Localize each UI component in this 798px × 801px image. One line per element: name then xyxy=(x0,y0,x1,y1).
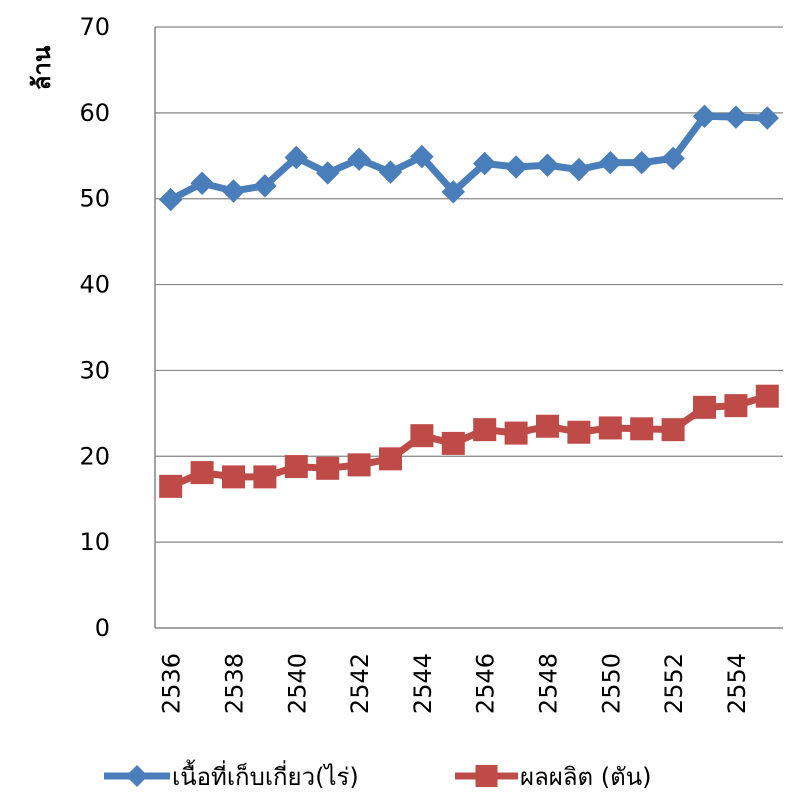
y-tick-label: 20 xyxy=(79,442,110,470)
y-tick-label: 50 xyxy=(79,185,110,213)
data-point-marker xyxy=(472,151,497,176)
gridlines xyxy=(155,26,783,543)
data-point-marker xyxy=(410,144,434,169)
data-point-marker xyxy=(567,157,591,182)
data-point-marker xyxy=(221,179,246,203)
data-point-marker xyxy=(536,414,559,438)
data-point-marker xyxy=(724,105,748,129)
data-point-marker xyxy=(315,161,340,185)
x-tick-label: 2550 xyxy=(597,653,625,714)
data-point-marker xyxy=(504,155,528,179)
y-axis-ticks: 0 10 20 30 40 50 60 70 xyxy=(79,13,110,642)
data-point-marker xyxy=(190,461,214,485)
y-tick-label: 10 xyxy=(79,528,110,556)
x-tick-label: 2536 xyxy=(158,653,186,714)
data-point-marker xyxy=(441,180,466,204)
data-point-marker xyxy=(378,160,403,184)
y-axis-title: ล้าน xyxy=(28,45,56,90)
x-axis-ticks: 2536 2538 2540 2542 2544 2546 2548 2550 2552 2554 xyxy=(158,653,751,714)
data-point-marker xyxy=(190,171,214,195)
data-point-marker xyxy=(379,447,402,471)
data-point-marker xyxy=(158,187,183,212)
x-tick-label: 2546 xyxy=(472,653,500,714)
data-point-marker xyxy=(159,474,183,498)
data-point-marker xyxy=(347,453,371,477)
x-tick-label: 2554 xyxy=(723,653,751,714)
legend-marker xyxy=(475,765,498,787)
data-point-marker xyxy=(661,418,685,442)
x-tick-label: 2544 xyxy=(409,653,437,714)
data-point-marker xyxy=(410,424,434,448)
x-tick-label: 2540 xyxy=(283,653,311,714)
data-point-marker xyxy=(535,153,560,177)
data-point-marker xyxy=(755,106,780,130)
legend: เนื้อที่เก็บเกี่ยว(ไร่) ผลผลิต (ตัน) xyxy=(104,759,651,791)
x-tick-label: 2538 xyxy=(221,653,249,714)
data-point-marker xyxy=(253,174,277,198)
data-point-marker xyxy=(347,147,371,171)
x-tick-label: 2542 xyxy=(346,653,374,714)
data-point-marker xyxy=(630,417,654,441)
legend-label: เนื้อที่เก็บเกี่ยว(ไร่) xyxy=(172,759,359,791)
data-point-marker xyxy=(661,146,685,171)
x-tick-label: 2548 xyxy=(535,653,563,714)
data-point-marker xyxy=(284,145,309,170)
legend-marker xyxy=(126,765,148,787)
y-tick-label: 0 xyxy=(95,614,110,642)
data-point-marker xyxy=(629,150,654,175)
data-point-marker xyxy=(473,418,497,442)
series-group xyxy=(158,104,780,498)
data-point-marker xyxy=(504,421,528,445)
data-point-marker xyxy=(755,384,779,408)
data-point-marker xyxy=(693,395,716,419)
y-tick-label: 40 xyxy=(79,271,110,299)
y-tick-label: 60 xyxy=(79,99,110,127)
y-tick-label: 30 xyxy=(79,356,110,384)
data-point-marker xyxy=(692,104,717,128)
data-point-marker xyxy=(284,455,308,479)
x-tick-label: 2552 xyxy=(660,653,688,714)
data-point-marker xyxy=(222,465,245,489)
data-point-marker xyxy=(441,431,465,455)
data-point-marker xyxy=(316,456,340,480)
data-point-marker xyxy=(724,394,748,418)
y-tick-label: 70 xyxy=(79,13,110,41)
legend-label: ผลผลิต (ตัน) xyxy=(520,763,651,791)
data-point-marker xyxy=(598,416,622,440)
data-point-marker xyxy=(598,150,623,175)
data-point-marker xyxy=(253,465,277,489)
data-point-marker xyxy=(567,420,591,444)
